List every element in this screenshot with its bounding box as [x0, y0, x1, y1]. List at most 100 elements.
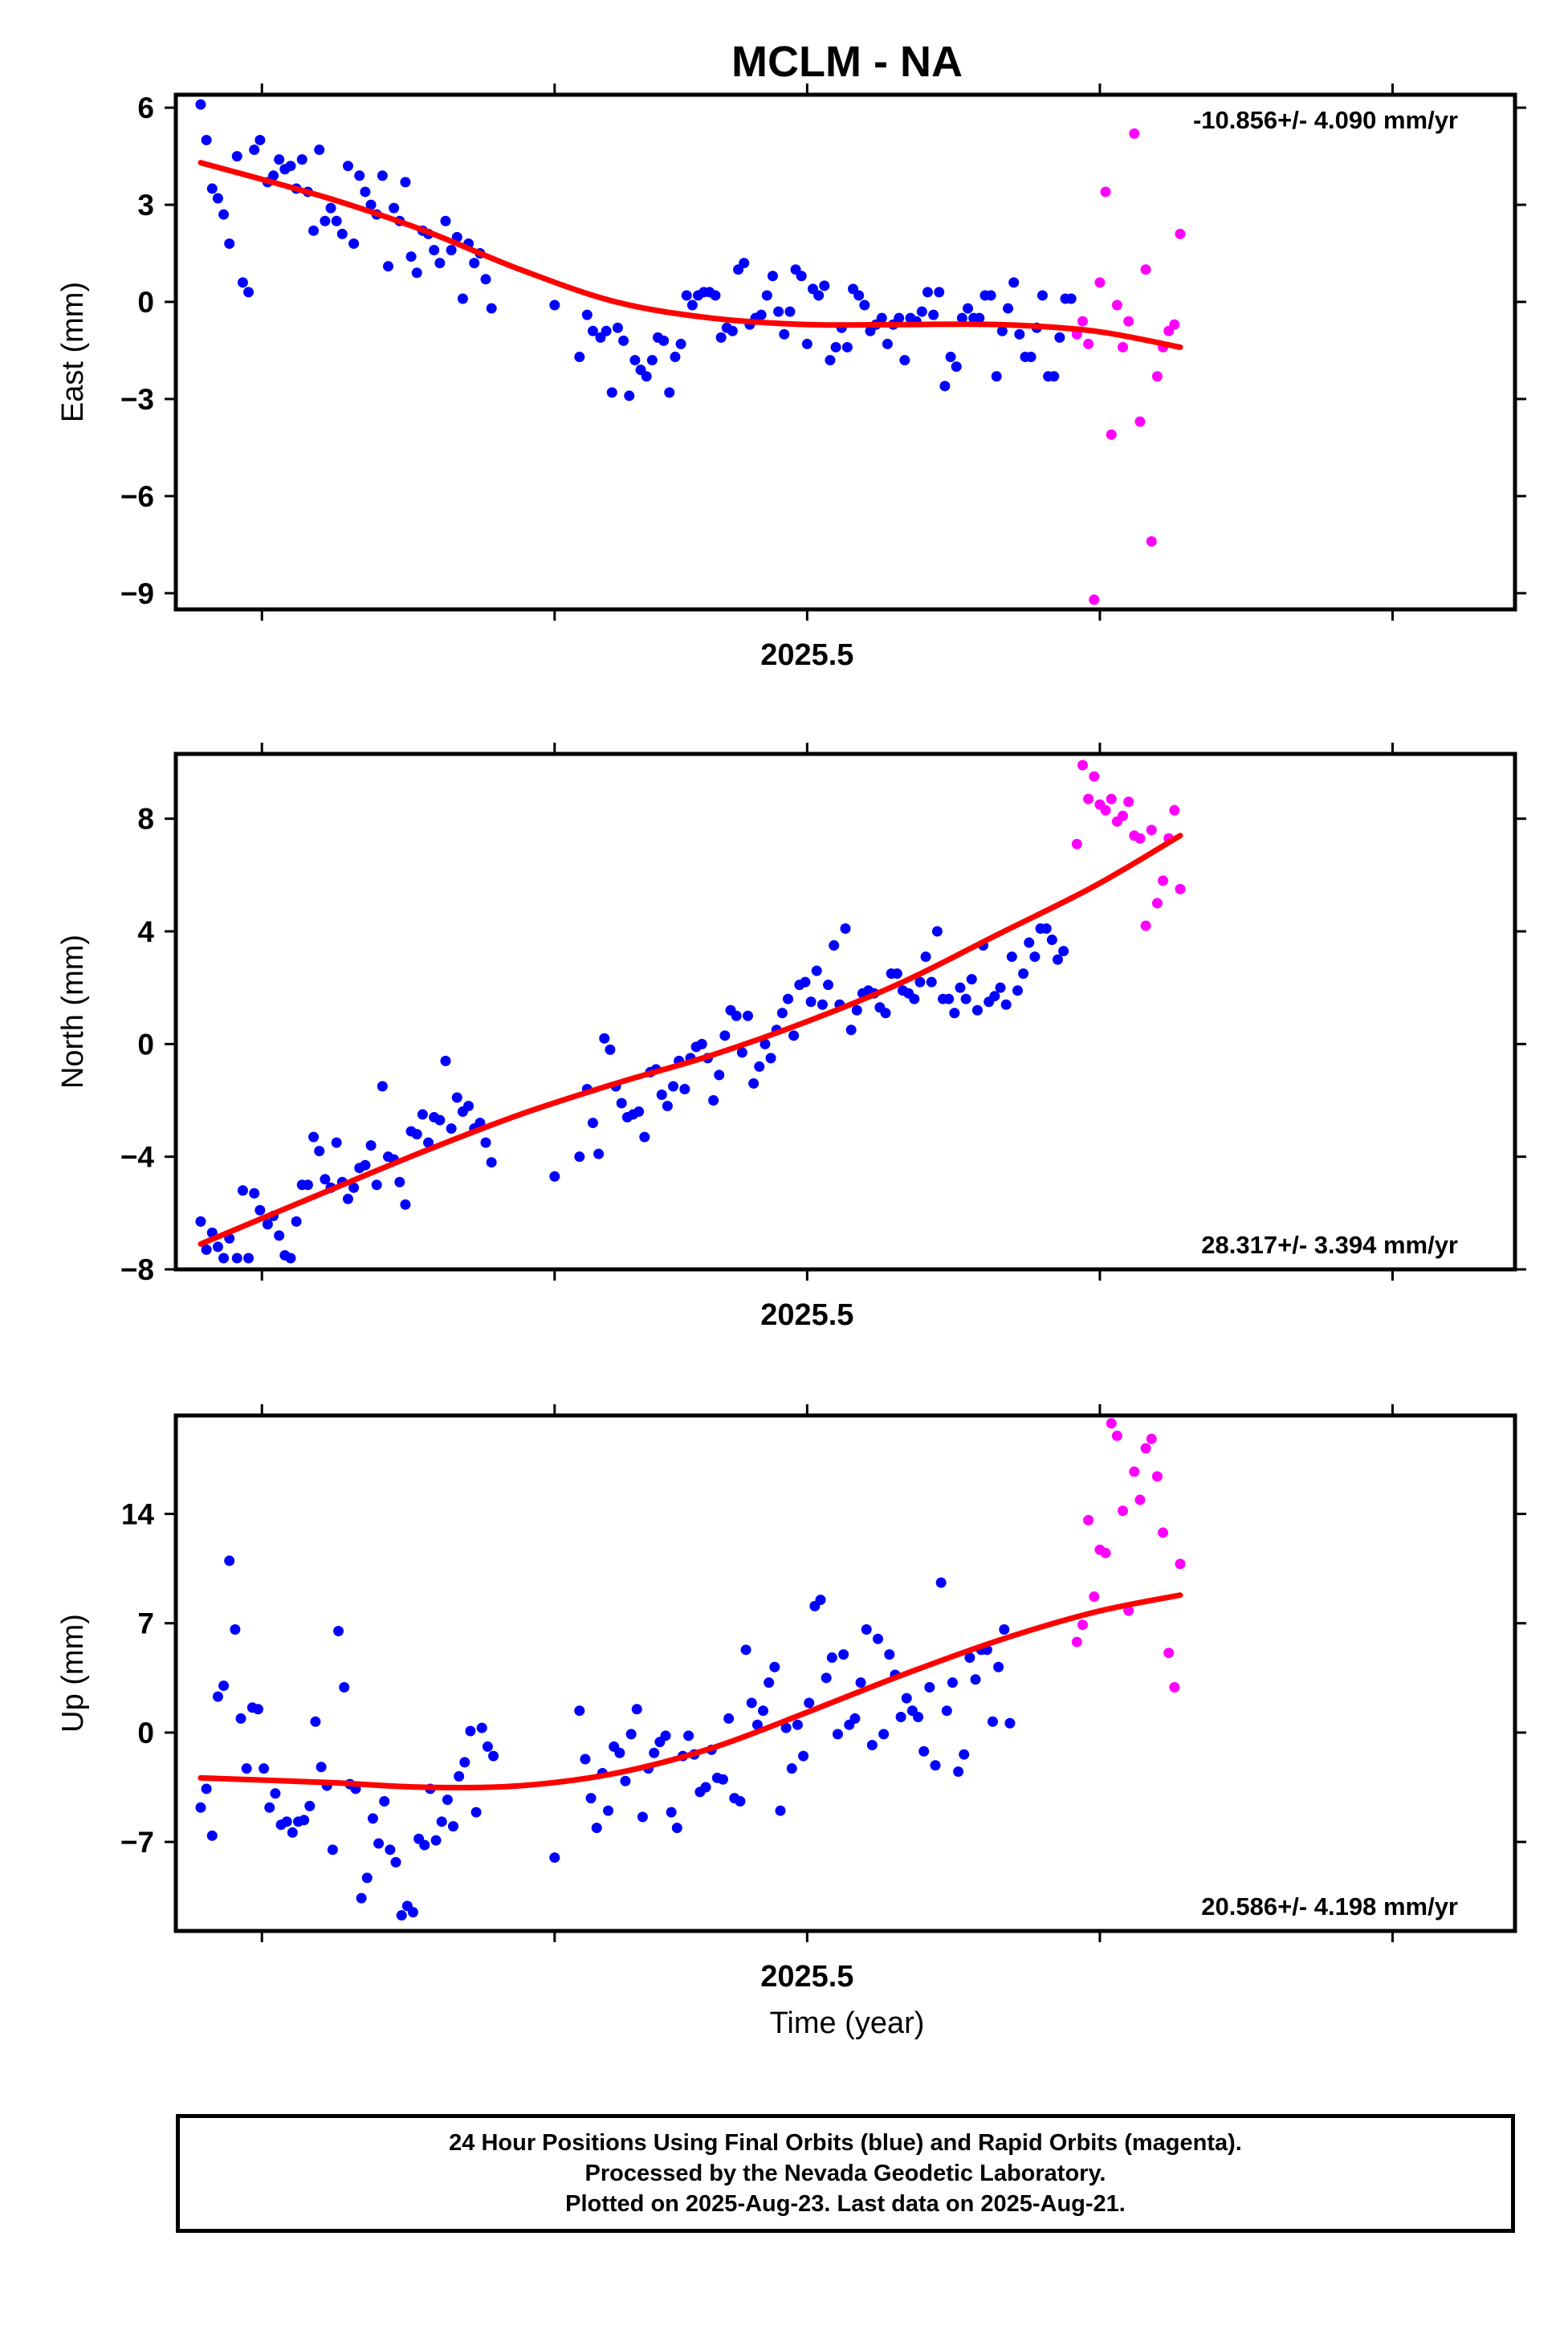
- north-rapid-point: [1106, 793, 1117, 805]
- north-final-point: [377, 1081, 388, 1092]
- up-final-point: [723, 1713, 735, 1724]
- east-final-point: [348, 238, 360, 249]
- up-final-point: [918, 1745, 930, 1757]
- east-final-point: [469, 258, 480, 269]
- north-final-point: [811, 965, 822, 976]
- east-rapid-point: [1106, 429, 1117, 440]
- east-final-point: [922, 287, 933, 298]
- up-final-point: [849, 1713, 861, 1724]
- east-final-point: [755, 309, 767, 320]
- north-final-point: [342, 1193, 353, 1204]
- up-final-point: [591, 1823, 602, 1834]
- up-final-point: [580, 1754, 591, 1765]
- north-final-point: [926, 976, 937, 988]
- east-final-point: [411, 267, 422, 279]
- up-final-point: [649, 1747, 660, 1758]
- up-final-point: [585, 1793, 597, 1804]
- east-final-point: [601, 325, 612, 336]
- north-final-point: [639, 1131, 650, 1143]
- north-final-point: [480, 1137, 491, 1148]
- east-rate-annotation: -10.856+/- 4.090 mm/yr: [1193, 106, 1458, 134]
- north-final-point: [823, 980, 834, 991]
- east-final-point: [243, 287, 255, 298]
- north-final-point: [262, 1219, 273, 1230]
- north-final-point: [394, 1176, 405, 1187]
- up-final-point: [775, 1805, 786, 1816]
- east-final-point: [612, 322, 623, 333]
- north-final-point: [714, 1069, 725, 1081]
- up-final-point: [838, 1649, 849, 1660]
- east-final-point: [1037, 290, 1048, 301]
- north-y-tick-label: −4: [120, 1141, 155, 1174]
- north-final-point: [587, 1118, 598, 1129]
- east-rapid-point: [1089, 594, 1100, 605]
- up-final-point: [804, 1697, 815, 1709]
- up-final-point: [855, 1677, 866, 1688]
- east-final-point: [231, 151, 242, 162]
- up-y-axis-label: Up (mm): [56, 1614, 90, 1733]
- up-final-point: [396, 1910, 407, 1921]
- up-final-point: [935, 1577, 947, 1588]
- north-y-tick-label: −8: [120, 1253, 154, 1286]
- up-final-point: [454, 1770, 465, 1782]
- east-final-point: [224, 238, 235, 249]
- up-y-tick-label: 7: [137, 1607, 154, 1640]
- up-rapid-point: [1111, 1430, 1122, 1441]
- north-final-point: [731, 1010, 742, 1021]
- up-final-point: [758, 1705, 769, 1717]
- up-final-point: [356, 1892, 367, 1904]
- up-final-point: [884, 1649, 895, 1660]
- up-final-point: [941, 1705, 952, 1717]
- up-final-point: [287, 1827, 298, 1838]
- up-final-point: [895, 1711, 906, 1722]
- up-final-point: [987, 1716, 998, 1727]
- up-final-point: [385, 1844, 396, 1855]
- north-final-point: [243, 1253, 255, 1264]
- east-final-point: [587, 325, 598, 336]
- north-final-point: [365, 1140, 377, 1151]
- up-final-point: [264, 1802, 275, 1813]
- up-final-point: [683, 1730, 694, 1741]
- up-final-point: [549, 1852, 560, 1864]
- east-final-point: [991, 371, 1002, 382]
- east-final-point: [249, 145, 260, 156]
- east-rapid-point: [1134, 416, 1146, 427]
- north-x-tick-label: 2025.5: [760, 1298, 853, 1332]
- north-final-point: [274, 1230, 285, 1241]
- east-final-point: [237, 277, 248, 288]
- up-final-point: [339, 1682, 350, 1693]
- east-final-point: [813, 290, 825, 301]
- up-final-point: [407, 1907, 418, 1918]
- north-final-point: [237, 1185, 248, 1196]
- up-final-point: [786, 1763, 797, 1774]
- north-final-point: [1046, 935, 1057, 946]
- north-y-tick-label: 0: [137, 1028, 154, 1061]
- up-final-point: [241, 1763, 252, 1774]
- north-final-point: [829, 940, 840, 951]
- north-final-point: [314, 1146, 325, 1157]
- up-final-point: [201, 1783, 212, 1794]
- east-final-point: [320, 215, 331, 226]
- east-final-point: [629, 355, 641, 366]
- north-final-point: [845, 1024, 857, 1036]
- east-final-point: [486, 303, 497, 314]
- up-final-point: [970, 1674, 981, 1685]
- north-final-point: [218, 1253, 230, 1264]
- east-final-point: [934, 287, 945, 298]
- east-final-point: [779, 328, 790, 340]
- north-final-point: [1012, 985, 1023, 996]
- up-final-point: [792, 1719, 803, 1730]
- east-final-point: [201, 134, 212, 145]
- north-final-point: [955, 982, 966, 993]
- east-final-point: [641, 371, 652, 382]
- up-fit-line: [198, 1592, 1183, 1790]
- east-final-point: [710, 290, 721, 301]
- east-final-point: [255, 134, 266, 145]
- north-final-point: [736, 1047, 747, 1058]
- east-final-point: [212, 193, 223, 204]
- up-final-point: [735, 1796, 746, 1807]
- up-final-point: [964, 1652, 975, 1664]
- up-final-point: [281, 1816, 292, 1827]
- north-final-point: [320, 1174, 331, 1185]
